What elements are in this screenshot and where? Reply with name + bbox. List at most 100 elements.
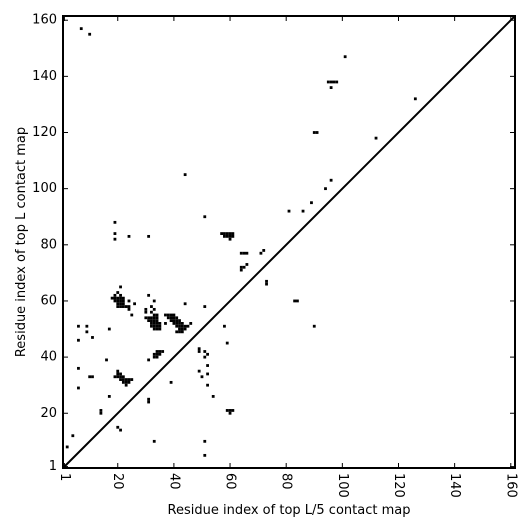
point	[206, 372, 209, 376]
point	[113, 293, 117, 297]
point	[223, 234, 226, 238]
point	[189, 322, 193, 325]
point	[124, 378, 128, 381]
point	[152, 327, 156, 331]
point	[158, 352, 162, 356]
point	[180, 324, 184, 328]
point	[239, 268, 243, 272]
point	[180, 330, 184, 334]
point	[85, 324, 89, 328]
point	[413, 97, 417, 101]
y-tick-label: 20	[40, 406, 57, 421]
point	[71, 434, 75, 438]
point	[116, 302, 120, 306]
point	[225, 232, 229, 235]
point	[119, 296, 122, 300]
point	[119, 302, 122, 306]
point	[147, 400, 151, 404]
point	[150, 310, 153, 314]
point	[175, 319, 179, 323]
point	[175, 324, 179, 328]
point	[130, 378, 134, 381]
point	[124, 380, 128, 384]
point	[239, 265, 243, 269]
point	[169, 316, 173, 320]
point	[113, 220, 117, 224]
point	[121, 378, 125, 381]
x-tick-label: 80	[279, 473, 294, 490]
point	[326, 80, 330, 84]
x-axis-label: Residue index of top L/5 contact map	[168, 503, 411, 518]
point	[310, 201, 313, 205]
point	[116, 305, 120, 308]
point	[127, 299, 131, 303]
point	[178, 319, 181, 323]
point	[121, 305, 125, 308]
point	[164, 313, 167, 317]
point	[127, 380, 131, 384]
point	[186, 324, 190, 328]
point	[172, 322, 176, 325]
point	[228, 232, 232, 235]
point	[121, 299, 125, 303]
point	[113, 237, 117, 241]
point	[203, 439, 207, 443]
point	[169, 380, 173, 384]
x-tick-label: 140	[447, 473, 462, 498]
point	[172, 313, 176, 317]
point	[245, 251, 249, 255]
point	[144, 307, 148, 311]
point	[113, 375, 117, 379]
point	[332, 80, 336, 84]
point	[119, 375, 122, 379]
point	[107, 395, 111, 398]
point	[265, 282, 268, 286]
point	[324, 187, 327, 191]
point	[147, 316, 151, 320]
point	[175, 322, 179, 325]
point	[225, 234, 229, 238]
point	[152, 352, 156, 356]
point	[223, 324, 226, 328]
point	[119, 428, 122, 432]
y-tick-label: 80	[40, 237, 57, 252]
y-tick-label: 60	[40, 293, 57, 308]
x-tick-label: 1	[57, 473, 72, 481]
point	[150, 322, 153, 325]
point	[169, 319, 173, 323]
point	[155, 352, 159, 356]
point	[206, 352, 209, 356]
point	[147, 397, 151, 401]
point	[147, 358, 151, 362]
point	[152, 319, 156, 323]
diagonal	[62, 15, 516, 469]
y-tick-label: 1	[49, 459, 57, 474]
point	[155, 316, 159, 320]
point	[211, 395, 215, 398]
point	[124, 383, 128, 387]
y-tick-label: 100	[32, 181, 57, 196]
point	[116, 369, 120, 373]
point	[144, 310, 148, 314]
point	[155, 313, 159, 317]
point	[88, 375, 92, 379]
point	[265, 279, 268, 283]
point	[228, 411, 232, 415]
point	[166, 316, 170, 320]
point	[183, 302, 187, 306]
x-tick-label: 120	[391, 473, 406, 498]
point	[239, 251, 243, 255]
point	[121, 375, 125, 379]
point	[119, 305, 122, 308]
point	[228, 237, 232, 241]
point	[150, 305, 153, 308]
point	[231, 409, 235, 412]
point	[150, 324, 153, 328]
point	[329, 86, 333, 89]
point	[152, 324, 156, 328]
point	[77, 338, 80, 342]
point	[116, 291, 120, 294]
point	[158, 327, 162, 331]
point	[91, 375, 94, 379]
point	[166, 313, 170, 317]
